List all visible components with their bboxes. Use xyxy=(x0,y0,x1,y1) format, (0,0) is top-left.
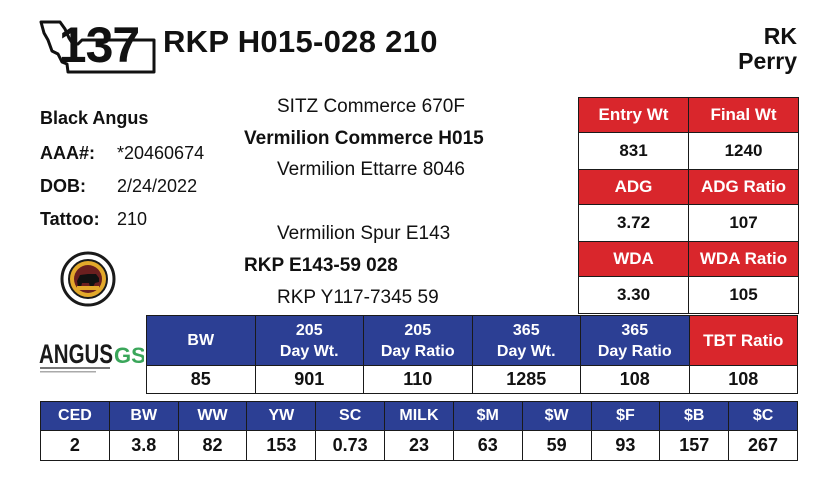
epd-header-yw: YW xyxy=(246,401,317,431)
entry-wt-header: Entry Wt xyxy=(578,97,689,133)
seller-name: RK Perry xyxy=(738,24,797,74)
epd-header-c: $C xyxy=(728,401,798,431)
perf-header-bw-l1: BW xyxy=(187,332,215,349)
tattoo-label: Tattoo: xyxy=(40,209,100,229)
epd-header-bw: BW xyxy=(108,401,179,431)
wda-header-row: WDA WDA Ratio xyxy=(578,241,799,277)
epd-header-sc: SC xyxy=(315,401,386,431)
tattoo-row: Tattoo: 210 xyxy=(40,209,147,230)
adg-header-row: ADG ADG Ratio xyxy=(578,169,799,205)
epd-value-row: 2 3.8 82 153 0.73 23 63 59 93 157 267 xyxy=(40,430,798,461)
epd-value-m: 63 xyxy=(452,430,523,461)
adg-ratio-value: 107 xyxy=(688,204,799,242)
epd-header-w: $W xyxy=(521,401,592,431)
epd-header-ced: CED xyxy=(40,401,110,431)
state-outline-icon xyxy=(39,20,156,74)
perf-header-365-wt: 365 Day Wt. xyxy=(471,315,581,366)
epd-header-b: $B xyxy=(659,401,730,431)
seller-line-2: Perry xyxy=(738,48,797,74)
aaa-value: *20460674 xyxy=(117,143,205,163)
wda-header: WDA xyxy=(578,241,689,277)
seller-line-1: RK xyxy=(763,23,797,49)
aaa-label: AAA#: xyxy=(40,143,96,163)
epd-header-ww: WW xyxy=(177,401,248,431)
epd-value-milk: 23 xyxy=(384,430,454,461)
perf-value-205-ratio: 110 xyxy=(363,365,473,394)
dob-value: 2/24/2022 xyxy=(117,176,198,196)
performance-value-row: 85 901 110 1285 108 108 xyxy=(146,365,798,394)
weight-table: Entry Wt Final Wt 831 1240 ADG ADG Ratio… xyxy=(578,97,799,314)
weight-value-row: 831 1240 xyxy=(578,132,799,170)
adg-ratio-header: ADG Ratio xyxy=(688,169,799,205)
epd-value-bw: 3.8 xyxy=(108,430,179,461)
weight-header-row: Entry Wt Final Wt xyxy=(578,97,799,133)
pedigree-sire: Vermilion Commerce H015 xyxy=(244,128,484,149)
perf-header-365-ratio-l1: 365 xyxy=(621,321,649,339)
angus-logo-suffix: GS xyxy=(114,343,144,368)
wda-ratio-header: WDA Ratio xyxy=(688,241,799,277)
adg-value: 3.72 xyxy=(578,204,689,242)
angus-logo-text: ANGUS xyxy=(39,339,113,369)
performance-header-row: BW 205 Day Wt. 205 Day Ratio 365 Day Wt. 36… xyxy=(146,315,798,366)
angus-gs-logo: ANGUS GS xyxy=(39,339,144,373)
perf-header-205-wt: 205 Day Wt. xyxy=(254,315,364,366)
epd-table: CED BW WW YW SC MILK $M $W $F $B $C 2 3.… xyxy=(40,401,798,461)
pedigree-dam-sire: Vermilion Spur E143 xyxy=(277,223,451,244)
adg-header: ADG xyxy=(578,169,689,205)
epd-value-ced: 2 xyxy=(40,430,110,461)
perf-header-205-wt-l1: 205 xyxy=(295,321,323,339)
wda-ratio-value: 105 xyxy=(688,276,799,314)
final-wt-header: Final Wt xyxy=(688,97,799,133)
perf-header-365-ratio: 365 Day Ratio xyxy=(580,315,690,366)
perf-value-bw: 85 xyxy=(146,365,256,394)
wda-value-row: 3.30 105 xyxy=(578,276,799,314)
dob-row: DOB: 2/24/2022 xyxy=(40,176,197,197)
perf-header-365-ratio-l2: Day Ratio xyxy=(597,342,672,360)
epd-header-row: CED BW WW YW SC MILK $M $W $F $B $C xyxy=(40,401,798,431)
epd-value-f: 93 xyxy=(590,430,661,461)
epd-header-f: $F xyxy=(590,401,661,431)
animal-name: RKP H015-028 210 xyxy=(163,24,438,59)
perf-value-205-wt: 901 xyxy=(254,365,364,394)
perf-header-365-wt-l2: Day Wt. xyxy=(496,342,556,360)
perf-header-bw: BW xyxy=(146,315,256,366)
pedigree-dam: RKP E143-59 028 xyxy=(244,255,398,276)
epd-header-m: $M xyxy=(452,401,523,431)
perf-header-205-wt-l2: Day Wt. xyxy=(279,342,339,360)
breed: Black Angus xyxy=(40,108,149,128)
pedigree-sire-dam: Vermilion Ettarre 8046 xyxy=(277,159,465,180)
perf-header-205-ratio-l2: Day Ratio xyxy=(380,342,455,360)
dob-label: DOB: xyxy=(40,176,86,196)
perf-value-tbt-ratio: 108 xyxy=(688,365,798,394)
certification-seal-icon xyxy=(60,251,116,307)
perf-value-365-ratio: 108 xyxy=(580,365,690,394)
perf-header-365-wt-l1: 365 xyxy=(512,321,540,339)
epd-value-w: 59 xyxy=(521,430,592,461)
entry-wt-value: 831 xyxy=(578,132,689,170)
epd-value-ww: 82 xyxy=(177,430,248,461)
perf-header-tbt-ratio: TBT Ratio xyxy=(688,315,798,366)
perf-header-205-ratio: 205 Day Ratio xyxy=(363,315,473,366)
perf-value-365-wt: 1285 xyxy=(471,365,581,394)
perf-header-tbt-ratio-l1: TBT Ratio xyxy=(703,331,784,350)
epd-value-sc: 0.73 xyxy=(315,430,386,461)
adg-value-row: 3.72 107 xyxy=(578,204,799,242)
pedigree-dam-dam: RKP Y117-7345 59 xyxy=(277,287,439,308)
epd-header-milk: MILK xyxy=(384,401,454,431)
registration-row: AAA#: *20460674 xyxy=(40,143,204,164)
wda-value: 3.30 xyxy=(578,276,689,314)
epd-value-yw: 153 xyxy=(246,430,317,461)
performance-table: BW 205 Day Wt. 205 Day Ratio 365 Day Wt. 36… xyxy=(146,315,798,394)
perf-header-205-ratio-l1: 205 xyxy=(404,321,432,339)
epd-value-c: 267 xyxy=(728,430,798,461)
final-wt-value: 1240 xyxy=(688,132,799,170)
pedigree-sire-sire: SITZ Commerce 670F xyxy=(277,96,465,117)
tattoo-value: 210 xyxy=(117,209,148,229)
epd-value-b: 157 xyxy=(659,430,730,461)
lot-number: 137 xyxy=(58,17,140,73)
